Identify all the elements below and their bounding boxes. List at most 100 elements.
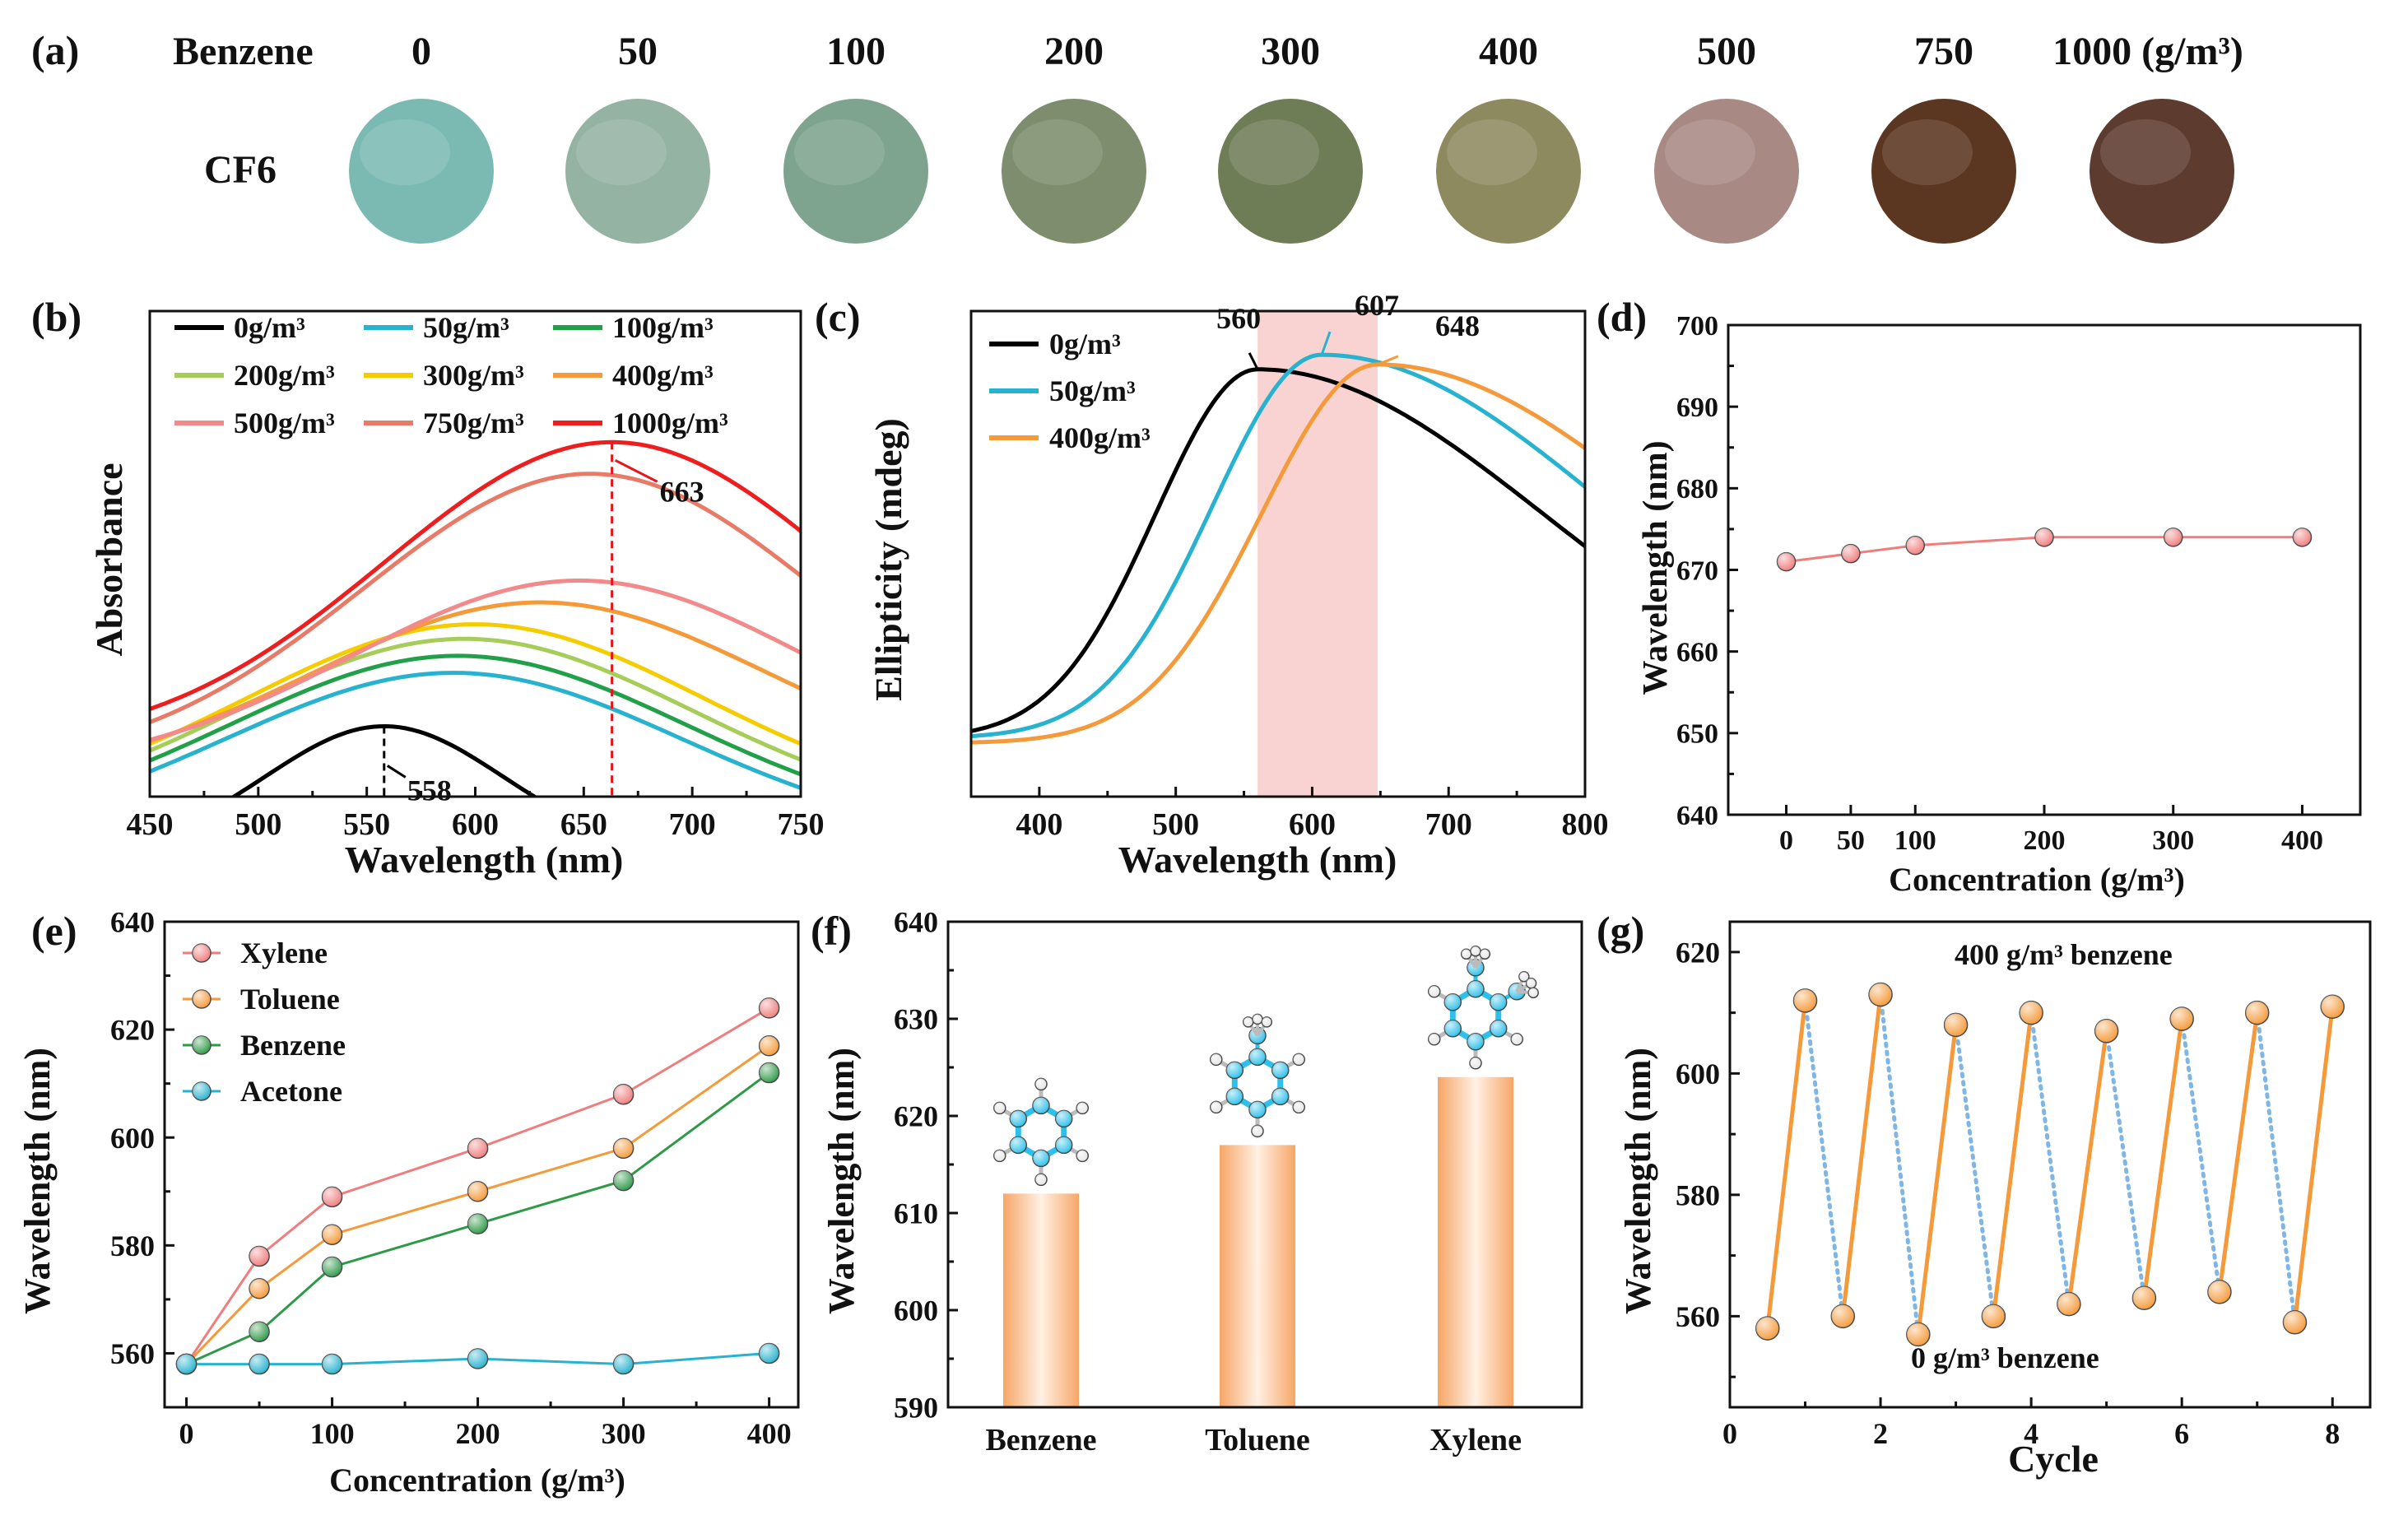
panel-f-carbon-shine (1055, 1110, 1072, 1127)
panel-e-point-shine (759, 1343, 779, 1364)
panel-g-point-shine (1831, 1304, 1855, 1328)
panel-d-plot: 0 50 100 200 300 400 640 650 660 670 680 690 700 (1676, 311, 2362, 856)
panel-e-point-shine (759, 1062, 779, 1083)
panel-f-category-label: Xylene (1429, 1423, 1522, 1457)
panel-b-ylabel: Absorbance (88, 463, 130, 656)
panel-d-xtick-label: 300 (2152, 825, 2194, 856)
panel-b-legend-label: 500g/m³ (234, 407, 335, 439)
panel-c-series-line (970, 352, 1587, 738)
panel-c-peak-label: 607 (1355, 289, 1399, 322)
concentration-label: 100 (826, 30, 886, 73)
panel-e-ytick-label: 600 (110, 1122, 155, 1155)
panel-f-ytick-label: 600 (894, 1295, 938, 1327)
panel-b-series-line (150, 439, 801, 712)
panel-e-label: (e) (31, 908, 77, 954)
panel-g-xtick-label: 2 (1873, 1417, 1888, 1450)
panel-c-peak-label: 648 (1435, 309, 1480, 342)
panel-c-series-line (970, 362, 1587, 745)
panel-b-legend-label: 200g/m³ (234, 359, 335, 392)
panel-g-rise-segment (2217, 1011, 2260, 1295)
panel-e-axes-frame (163, 920, 800, 1409)
sample-swatch-highlight (1229, 119, 1319, 185)
panel-b-legend-label: 1000g/m³ (612, 407, 728, 439)
panel-d-ytick-label: 640 (1676, 801, 1718, 831)
panel-f-carbon-shine (1010, 1110, 1027, 1127)
panel-b-legend-label: 750g/m³ (423, 407, 524, 439)
panel-g-point-shine (1755, 1317, 1779, 1341)
panel-g-point-shine (2170, 1007, 2194, 1030)
panel-g-rise-segment (2066, 1029, 2109, 1307)
panel-f-carbon-shine (1226, 1088, 1244, 1105)
panel-f-hydrogen-shine (1528, 988, 1539, 998)
panel-g-point-shine (2283, 1310, 2307, 1334)
panel-d-xtick-label: 50 (1837, 825, 1865, 856)
panel-b-558-arrow (386, 765, 407, 779)
panel-f-plot: Benzene Toluene Xylene 590 600 610 620 630 640 (894, 906, 1583, 1457)
panel-g: (g) Wavelength (nm) Cycle 400 g/m³ benze… (1597, 908, 2372, 1480)
panel-f-carbon-shine (1249, 1101, 1266, 1118)
panel-f-category-label: Benzene (985, 1423, 1096, 1457)
panel-e-xtick-label: 300 (602, 1417, 646, 1450)
panel-g-fall-segment (2104, 1029, 2146, 1300)
panel-c-peak-label: 560 (1216, 302, 1261, 335)
panel-e-xtick-label: 100 (310, 1417, 355, 1450)
panel-b-series-line (150, 671, 801, 791)
panel-f-hydrogen-shine (1428, 985, 1440, 997)
panel-f-hydrogen-shine (993, 1102, 1006, 1114)
panel-g-point-shine (1869, 983, 1893, 1006)
panel-d-axes-frame (1727, 323, 2362, 816)
panel-b-legend-label: 400g/m³ (612, 359, 714, 392)
panel-e-point-shine (322, 1187, 342, 1207)
panel-c-xtick-label: 600 (1289, 807, 1336, 842)
panel-e-ytick-label: 580 (110, 1229, 155, 1262)
panel-c-xtick-label: 700 (1425, 807, 1472, 842)
panel-f-carbon-shine (1467, 980, 1484, 997)
sample-swatch (1871, 99, 2016, 244)
panel-b-legend-label: 100g/m³ (612, 311, 714, 344)
panel-d-ytick-label: 700 (1676, 311, 1718, 342)
concentration-label: 300 (1261, 30, 1320, 73)
panel-e-series-line (185, 1044, 770, 1365)
panel-f-hydrogen-shine (1526, 978, 1536, 988)
panel-c: (c) Ellipticity (mdeg) Wavelength (nm) 5… (815, 289, 1609, 881)
panel-f-hydrogen-shine (1076, 1102, 1089, 1114)
panel-c-legend-label: 400g/m³ (1049, 421, 1151, 454)
panel-c-peak-arrow (1377, 355, 1399, 366)
panel-g-xtick-label: 8 (2325, 1417, 2340, 1450)
panel-f-hydrogen-shine (1480, 949, 1490, 960)
panel-f-hydrogen-shine (1293, 1053, 1305, 1066)
sample-swatch-highlight (1012, 119, 1103, 185)
panel-d-ytick-label: 660 (1676, 638, 1718, 668)
concentration-label: 400 (1479, 30, 1538, 73)
panel-e-legend-marker-shine (193, 1082, 211, 1100)
panel-e-legend-marker-shine (193, 1036, 211, 1054)
panel-f-carbon-shine (1490, 1020, 1507, 1037)
panel-f-molecule-icon (1428, 946, 1539, 1070)
panel-f-hydrogen-shine (1470, 1057, 1481, 1069)
panel-d-series-line (1786, 536, 2303, 564)
panel-e-series-line (185, 1071, 770, 1365)
panel-g-fall-segment (1878, 992, 1921, 1336)
panel-g-point-shine (2245, 1001, 2269, 1025)
panel-f-ytick-label: 610 (894, 1197, 938, 1230)
panel-e-series-line (185, 1006, 770, 1365)
panel-g-label: (g) (1597, 908, 1644, 954)
panel-f-hydrogen-shine (1035, 1078, 1047, 1090)
concentration-label: 750 (1914, 30, 1973, 73)
panel-b-series-group (150, 439, 801, 797)
panel-f-molecule-icon (993, 1077, 1089, 1187)
panel-g-point-shine (1906, 1322, 1930, 1346)
concentration-label: 0 (411, 30, 431, 73)
panel-e-plot: Xylene Toluene Benzene Acetone 0 100 200 300 400… (110, 906, 800, 1450)
panel-g-rise-segment (1991, 1011, 2034, 1318)
sample-swatch-highlight (794, 119, 885, 185)
panel-e-ytick-label: 560 (110, 1337, 155, 1370)
panel-f-ytick-label: 620 (894, 1100, 938, 1133)
panel-e-xtick-label: 200 (456, 1417, 500, 1450)
panel-e-point-shine (467, 1214, 488, 1234)
panel-d-xtick-label: 400 (2281, 825, 2323, 856)
sample-swatch (349, 99, 494, 244)
panel-d-point-shine (2164, 528, 2183, 546)
panel-d-xtick-label: 200 (2024, 825, 2066, 856)
panel-d-point-shine (2035, 528, 2053, 546)
